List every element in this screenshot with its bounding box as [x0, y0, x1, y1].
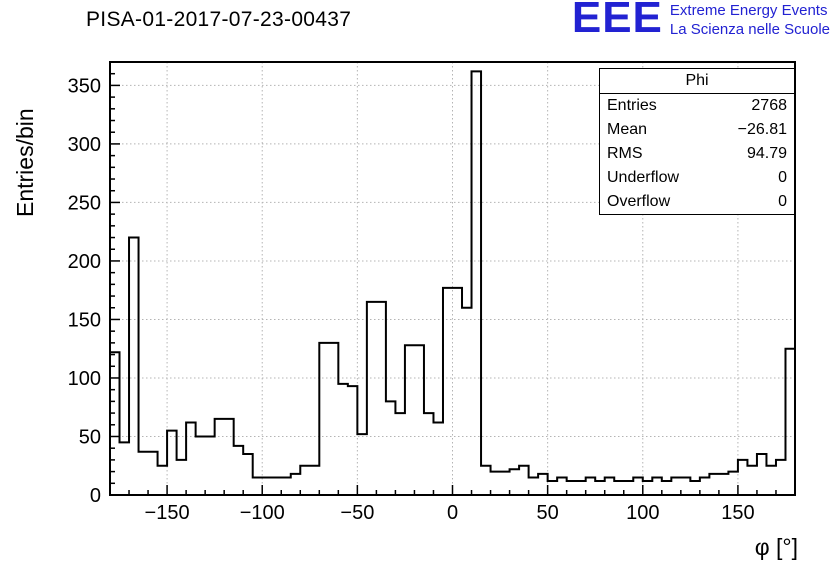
stats-label: RMS	[607, 145, 643, 162]
x-tick-label: 150	[721, 502, 754, 524]
x-tick-label: −100	[240, 502, 285, 524]
y-tick-label: 100	[68, 368, 101, 390]
x-tick-label: 100	[626, 502, 659, 524]
y-tick-label: 300	[68, 134, 101, 156]
stats-value: 0	[778, 169, 787, 186]
stats-value: −26.81	[737, 121, 787, 138]
y-tick-label: 50	[79, 426, 101, 448]
x-tick-label: −150	[145, 502, 190, 524]
x-axis-title: φ [°]	[754, 534, 798, 560]
x-tick-label: 50	[537, 502, 559, 524]
y-tick-label: 200	[68, 251, 101, 273]
stats-value: 94.79	[746, 145, 787, 162]
page-title: PISA-01-2017-07-23-00437	[86, 8, 352, 31]
stats-row-mean: Mean −26.81	[600, 118, 794, 142]
stats-header: Phi	[600, 69, 794, 94]
eee-logo-line2: La Scienza nelle Scuole	[669, 20, 830, 38]
y-tick-label: 350	[68, 75, 101, 97]
stats-row-overflow: Overflow 0	[600, 190, 794, 214]
stats-label: Underflow	[607, 169, 680, 186]
y-tick-label: 0	[90, 485, 101, 507]
stats-label: Overflow	[607, 193, 671, 210]
x-tick-label: 0	[447, 502, 458, 524]
y-axis-title: Entries/bin	[12, 108, 38, 217]
stats-row-rms: RMS 94.79	[600, 142, 794, 166]
stats-label: Entries	[607, 97, 657, 114]
y-tick-label: 150	[68, 309, 101, 331]
eee-logo: EEE Extreme Energy Events La Scienza nel…	[572, 0, 830, 40]
x-tick-label: −50	[340, 502, 374, 524]
stats-label: Mean	[607, 121, 648, 138]
stats-row-entries: Entries 2768	[600, 94, 794, 118]
y-tick-label: 250	[68, 192, 101, 214]
eee-logo-text: Extreme Energy Events La Scienza nelle S…	[670, 2, 830, 40]
stats-value: 0	[778, 193, 787, 210]
stats-box: Phi Entries 2768 Mean −26.81 RMS 94.79 U…	[599, 68, 795, 215]
histogram-step-line	[109, 70, 796, 495]
stats-value: 2768	[751, 97, 787, 114]
eee-logo-acronym: EEE	[571, 0, 663, 42]
eee-logo-line1: Extreme Energy Events	[669, 2, 828, 19]
stats-row-underflow: Underflow 0	[600, 166, 794, 190]
